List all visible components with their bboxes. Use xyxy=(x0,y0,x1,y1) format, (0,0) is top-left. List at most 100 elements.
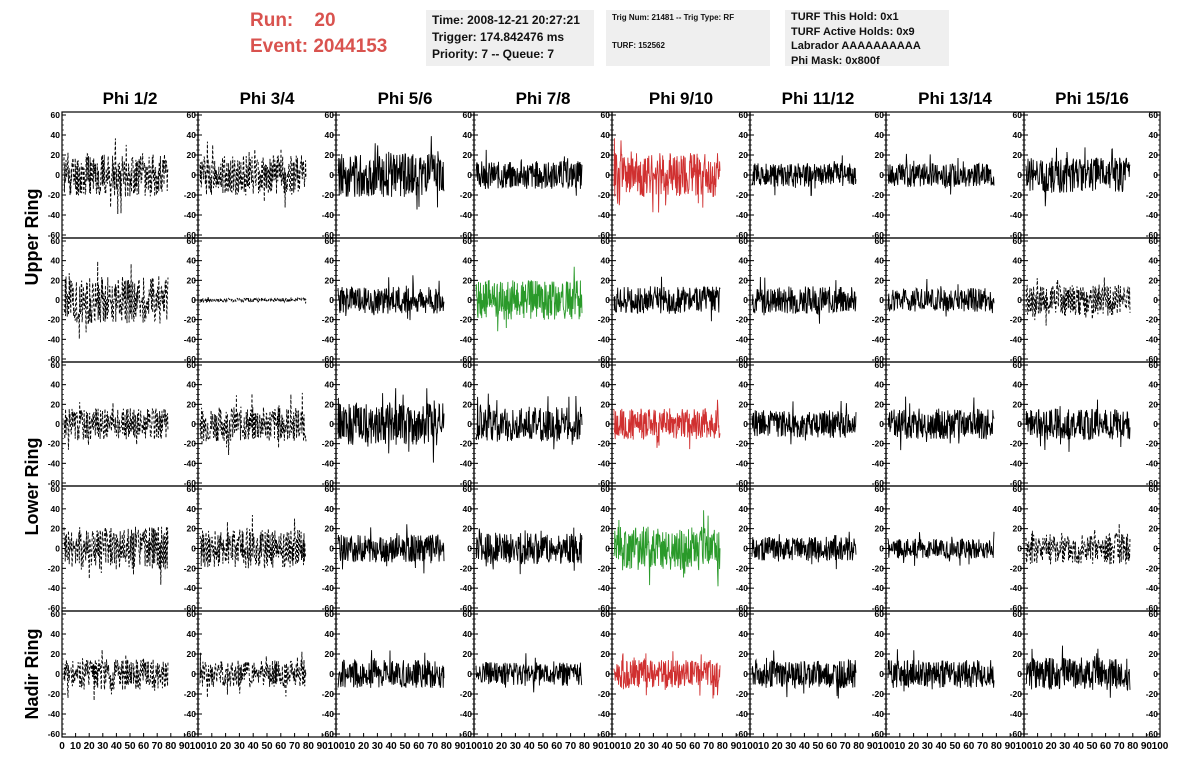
y-tick-label: 20 xyxy=(463,399,473,409)
x-tick-label: 20 xyxy=(772,741,784,752)
y-tick-label: 60 xyxy=(1013,110,1023,120)
x-tick-label: 100 xyxy=(604,741,621,752)
waveform-trace xyxy=(475,393,583,450)
y-tick-label: -60 xyxy=(184,603,197,613)
y-tick-label: 20 xyxy=(601,399,611,409)
y-tick-label: -20 xyxy=(1146,190,1159,200)
y-tick-label: -20 xyxy=(1146,689,1159,699)
y-tick-label: 40 xyxy=(739,629,749,639)
x-tick-label: 60 xyxy=(963,741,975,752)
column-label: Phi 11/12 xyxy=(782,89,855,108)
y-tick-label: -40 xyxy=(736,458,749,468)
x-tick-label: 20 xyxy=(358,741,370,752)
y-tick-label: -40 xyxy=(1146,458,1159,468)
y-tick-label: 60 xyxy=(325,609,335,619)
y-tick-label: 20 xyxy=(51,524,61,534)
event-value: 2044153 xyxy=(313,36,388,57)
y-tick-label: 60 xyxy=(1149,236,1159,246)
y-tick-label: 40 xyxy=(739,130,749,140)
y-tick-label: -40 xyxy=(1010,709,1023,719)
waveform-panel: 60 60 40 40 20 20 0 0 -20 -20 -40 -40 -60 -60 xyxy=(48,609,199,739)
waveform-panel: 60 60 40 40 20 20 0 0 -20 -20 -40 -40 -60 -60 xyxy=(48,360,199,488)
trig-num-line: Trig Num: 21481 -- Trig Type: RF xyxy=(612,13,735,22)
y-tick-label: -20 xyxy=(184,439,197,449)
y-tick-label: -20 xyxy=(48,439,61,449)
y-tick-label: -40 xyxy=(48,458,61,468)
y-tick-label: -20 xyxy=(736,563,749,573)
y-tick-label: 20 xyxy=(463,649,473,659)
y-tick-label: -60 xyxy=(48,478,61,488)
y-tick-label: 0 xyxy=(1017,544,1022,554)
waveform-trace xyxy=(199,296,307,305)
y-tick-label: 60 xyxy=(601,484,611,494)
y-tick-label: 40 xyxy=(875,504,885,514)
y-tick-label: 20 xyxy=(187,649,197,659)
y-tick-label: 60 xyxy=(463,110,473,120)
y-tick-label: -40 xyxy=(598,210,611,220)
y-tick-label: -60 xyxy=(48,729,61,739)
y-tick-label: -20 xyxy=(736,689,749,699)
x-tick-label: 40 xyxy=(386,741,398,752)
y-tick-label: -40 xyxy=(184,709,197,719)
y-tick-label: -20 xyxy=(48,563,61,573)
y-tick-label: 20 xyxy=(463,524,473,534)
x-tick-label: 60 xyxy=(689,741,701,752)
y-tick-label: 60 xyxy=(875,484,885,494)
waveform-trace xyxy=(63,261,169,339)
y-tick-label: -20 xyxy=(460,439,473,449)
waveform-trace xyxy=(1025,399,1131,452)
y-tick-label: -60 xyxy=(598,603,611,613)
run-line: Run: 20 xyxy=(250,8,420,34)
waveform-trace xyxy=(751,276,857,324)
x-tick-label: 90 xyxy=(731,741,743,752)
y-tick-label: 40 xyxy=(601,504,611,514)
waveform-trace xyxy=(337,275,445,321)
waveform-trace xyxy=(337,388,445,463)
waveform-trace xyxy=(613,138,721,213)
x-tick-label: 20 xyxy=(496,741,508,752)
x-tick-label: 90 xyxy=(1005,741,1017,752)
y-tick-label: 60 xyxy=(1149,609,1159,619)
waveform-trace xyxy=(613,276,721,322)
y-tick-label: -20 xyxy=(598,563,611,573)
y-tick-label: 20 xyxy=(187,524,197,534)
y-tick-label: 60 xyxy=(463,609,473,619)
waveform-trace xyxy=(337,650,445,688)
y-tick-label: 0 xyxy=(329,419,334,429)
y-tick-label: 40 xyxy=(187,130,197,140)
x-tick-label: 30 xyxy=(1059,741,1071,752)
y-tick-label: 20 xyxy=(601,275,611,285)
y-tick-label: -20 xyxy=(1010,190,1023,200)
y-tick-label: -60 xyxy=(184,354,197,364)
x-tick-label: 80 xyxy=(853,741,865,752)
y-tick-label: 0 xyxy=(1153,170,1158,180)
waveform-panel: 60 40 20 0 -20 -40 -60 xyxy=(611,110,751,240)
ring-label: Nadir Ring xyxy=(22,628,42,719)
x-tick-label: 50 xyxy=(812,741,824,752)
waveform-trace xyxy=(475,266,583,332)
x-tick-label: 50 xyxy=(124,741,136,752)
y-tick-label: -20 xyxy=(598,190,611,200)
y-tick-label: -40 xyxy=(1010,210,1023,220)
y-tick-label: -40 xyxy=(460,583,473,593)
y-tick-label: 0 xyxy=(55,419,60,429)
y-tick-label: 40 xyxy=(1013,504,1023,514)
y-tick-label: 60 xyxy=(1149,484,1159,494)
waveform-trace xyxy=(751,531,857,570)
turf-line: TURF: 152562 xyxy=(612,41,665,50)
y-tick-label: 20 xyxy=(1013,150,1023,160)
x-tick-label: 70 xyxy=(977,741,989,752)
x-tick-label: 90 xyxy=(867,741,879,752)
x-tick-label: 80 xyxy=(165,741,177,752)
waveform-panel: 60 60 40 40 20 20 0 0 -20 -20 -40 -40 -60 -60 xyxy=(48,484,199,613)
x-tick-label: 30 xyxy=(922,741,934,752)
y-tick-label: 20 xyxy=(875,524,885,534)
y-tick-label: 60 xyxy=(325,484,335,494)
y-tick-label: 40 xyxy=(601,380,611,390)
waveform-panel: 60 40 20 0 -20 -40 -60 xyxy=(749,236,887,364)
waveform-panel: 60 40 20 0 -20 -40 -60 xyxy=(611,609,751,739)
waveform-panel: 60 40 20 0 -20 -40 -60 xyxy=(335,609,475,739)
x-tick-label: 30 xyxy=(785,741,797,752)
y-tick-label: -60 xyxy=(598,354,611,364)
y-tick-label: -60 xyxy=(460,478,473,488)
